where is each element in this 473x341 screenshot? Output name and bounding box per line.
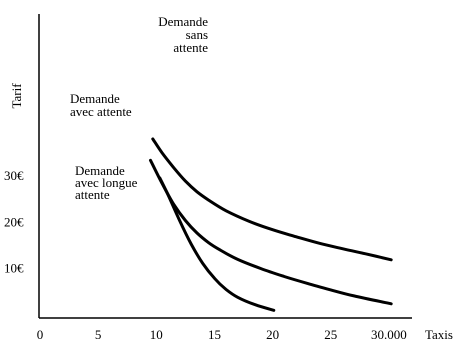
y-tick-labels: 10€ 20€ 30€ <box>4 168 24 276</box>
x-tick-label: 5 <box>95 327 102 341</box>
curve-label-line: attente <box>173 40 208 55</box>
curve-label-line: Demande <box>75 163 125 178</box>
demand-curves <box>149 137 393 312</box>
y-tick-label: 30€ <box>4 168 24 183</box>
curve-label-line: sans <box>186 27 208 42</box>
curve-label-line: Demande <box>70 91 120 106</box>
curve-demand-no-wait <box>151 137 393 262</box>
x-tick-label: 0 <box>37 327 44 341</box>
x-tick-label: 30.000 <box>371 327 407 341</box>
x-axis-title: Taxis <box>425 327 453 341</box>
y-tick-label: 10€ <box>4 261 24 276</box>
x-tick-label: 10 <box>150 327 163 341</box>
x-tick-label: 25 <box>324 327 337 341</box>
curve-label-line: avec attente <box>70 104 132 119</box>
curve-label-line: Demande <box>158 14 208 29</box>
x-tick-labels: 0 5 10 15 20 25 30.000 <box>37 327 407 341</box>
curve-demand-with-wait <box>149 158 393 306</box>
curve-demand-long-wait <box>158 176 276 312</box>
y-axis-title: Tarif <box>9 83 24 109</box>
x-tick-label: 20 <box>266 327 279 341</box>
curve-label-line: attente <box>75 187 110 202</box>
curve-label-line: avec longue <box>75 175 138 190</box>
x-tick-label: 15 <box>208 327 221 341</box>
y-tick-label: 20€ <box>4 214 24 229</box>
